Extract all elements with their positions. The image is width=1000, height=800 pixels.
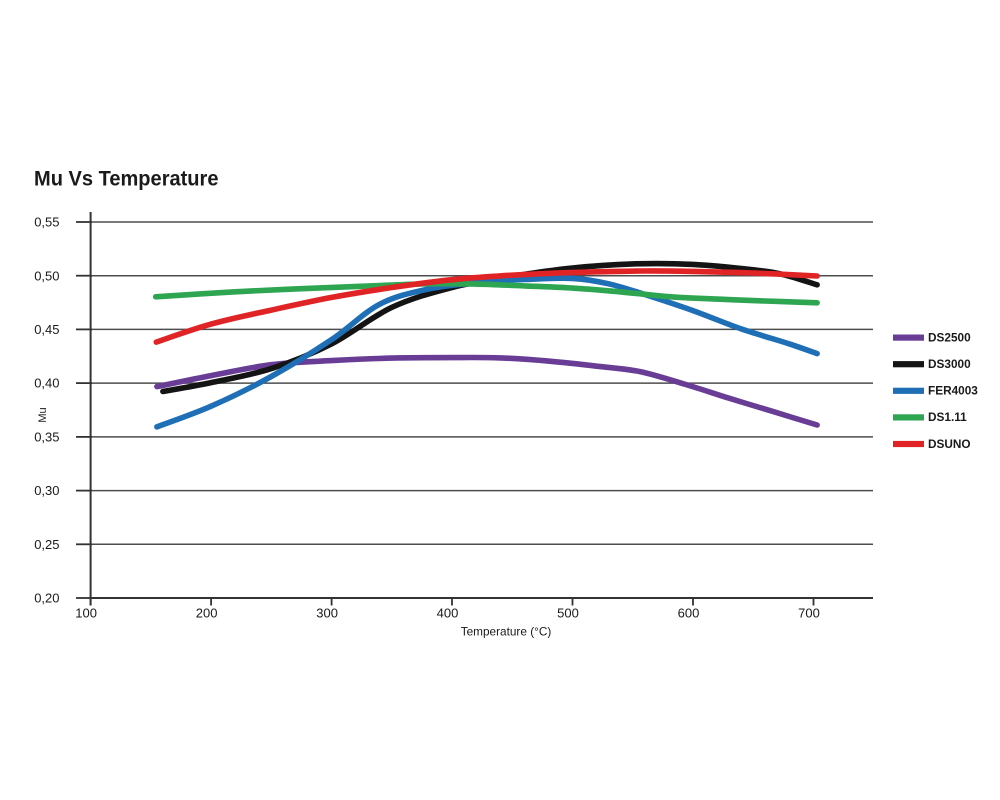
svg-text:DS2500: DS2500	[928, 330, 971, 344]
svg-text:Mu: Mu	[37, 407, 49, 422]
svg-text:DSUNO: DSUNO	[928, 437, 971, 451]
svg-text:0,50: 0,50	[34, 268, 59, 283]
svg-text:DS3000: DS3000	[928, 357, 971, 371]
svg-text:200: 200	[196, 606, 218, 621]
svg-text:FER4003: FER4003	[928, 384, 978, 398]
svg-text:0,20: 0,20	[34, 591, 59, 606]
svg-text:0,25: 0,25	[34, 537, 59, 552]
svg-text:0,30: 0,30	[34, 483, 59, 498]
svg-text:Temperature (°C): Temperature (°C)	[461, 625, 552, 639]
svg-text:DS1.11: DS1.11	[928, 410, 967, 424]
svg-text:0,40: 0,40	[34, 376, 59, 391]
svg-text:0,35: 0,35	[34, 430, 59, 445]
svg-text:100: 100	[75, 606, 97, 621]
svg-text:700: 700	[798, 606, 820, 621]
svg-text:300: 300	[316, 606, 338, 621]
svg-text:500: 500	[557, 606, 579, 621]
svg-text:400: 400	[437, 606, 459, 621]
svg-text:600: 600	[678, 606, 700, 621]
svg-text:0,55: 0,55	[34, 215, 59, 230]
svg-text:Mu Vs Temperature: Mu Vs Temperature	[34, 168, 219, 191]
svg-text:0,45: 0,45	[34, 322, 59, 337]
